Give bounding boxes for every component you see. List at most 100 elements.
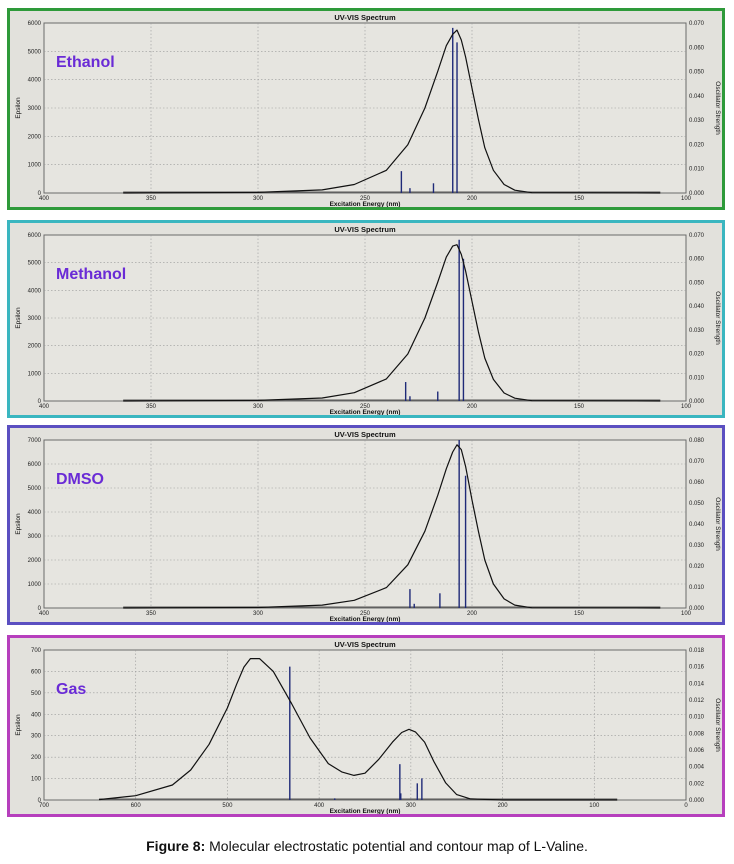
- x-tick-label-0: 250: [360, 196, 371, 202]
- y2-tick-label-3: 0.008: [689, 731, 705, 737]
- x-tick-label-2: 300: [253, 611, 264, 617]
- y-tick-label-3: 100: [31, 777, 42, 783]
- y2-tick-label-0: 0.070: [689, 21, 705, 27]
- y-tick-label-1: 3000: [28, 316, 42, 322]
- spectrum-curve-3: [98, 658, 618, 801]
- x-axis-label-2: Excitation Energy (nm): [330, 616, 401, 622]
- x-tick-label-3: 600: [131, 803, 142, 809]
- x-tick-label-2: 150: [574, 611, 585, 617]
- y-tick-label-1: 2000: [28, 344, 42, 350]
- y-tick-label-2: 4000: [28, 510, 42, 516]
- y2-tick-label-2: 0.020: [689, 564, 705, 570]
- y2-tick-label-0: 0.010: [689, 167, 705, 173]
- spectrum-curve-1: [123, 244, 661, 402]
- solvent-label-1: Methanol: [56, 266, 126, 283]
- chart-title-0: UV-VIS Spectrum: [334, 13, 396, 22]
- x-tick-label-3: 500: [222, 803, 233, 809]
- y-axis-label-3: Epsilon: [15, 714, 22, 736]
- y-tick-label-3: 600: [31, 669, 42, 675]
- x-tick-label-2: 200: [467, 611, 478, 617]
- y-tick-label-0: 0: [38, 191, 42, 197]
- y2-tick-label-3: 0.012: [689, 698, 705, 704]
- y2-tick-label-2: 0.070: [689, 459, 705, 465]
- x-tick-label-2: 350: [146, 611, 157, 617]
- x-tick-label-3: 100: [589, 803, 600, 809]
- x-tick-label-2: 100: [681, 611, 692, 617]
- x-axis-label-0: Excitation Energy (nm): [330, 201, 401, 207]
- caption-label: Figure 8:: [146, 838, 206, 854]
- y2-tick-label-3: 0.004: [689, 765, 705, 771]
- x-tick-label-3: 700: [39, 803, 50, 809]
- y2-tick-label-2: 0.060: [689, 480, 705, 486]
- x-tick-label-1: 400: [39, 404, 50, 410]
- chart-ethanol: 0 1000 2000 3000 4000 5000 6000 0.000 0.010 0.020…: [15, 13, 721, 207]
- panel-ethanol: 0 1000 2000 3000 4000 5000 6000 0.000 0.010 0.020…: [7, 8, 725, 210]
- y2-tick-label-3: 0.016: [689, 665, 705, 671]
- x-tick-label-1: 300: [253, 404, 264, 410]
- y2-tick-label-2: 0.000: [689, 606, 705, 612]
- y2-tick-label-0: 0.060: [689, 45, 705, 51]
- y-axis-label-1: Epsilon: [15, 307, 22, 329]
- chart-title-2: UV-VIS Spectrum: [334, 430, 396, 439]
- y-tick-label-3: 200: [31, 755, 42, 761]
- y2-tick-label-1: 0.060: [689, 257, 705, 263]
- y-tick-label-1: 0: [38, 399, 42, 405]
- x-tick-label-1: 350: [146, 404, 157, 410]
- x-tick-label-1: 250: [360, 404, 371, 410]
- y2-tick-label-1: 0.070: [689, 233, 705, 239]
- chart-title-3: UV-VIS Spectrum: [334, 640, 396, 649]
- y-tick-label-0: 1000: [28, 163, 42, 169]
- y-axis-label-0: Epsilon: [15, 97, 22, 119]
- y2-tick-label-1: 0.020: [689, 352, 705, 358]
- solvent-label-3: Gas: [56, 681, 86, 698]
- caption-text: Molecular electrostatic potential and co…: [209, 838, 588, 854]
- y-tick-label-1: 1000: [28, 371, 42, 377]
- y-tick-label-2: 7000: [28, 438, 42, 444]
- y2-tick-label-1: 0.000: [689, 399, 705, 405]
- y-tick-label-1: 6000: [28, 233, 42, 239]
- x-tick-label-3: 300: [406, 803, 417, 809]
- y2-tick-label-0: 0.020: [689, 142, 705, 148]
- plot-area-1: [43, 234, 687, 402]
- spectrum-curve-0: [123, 29, 661, 194]
- y2-tick-label-3: 0.014: [689, 681, 705, 687]
- y-tick-label-2: 2000: [28, 558, 42, 564]
- y2-tick-label-1: 0.040: [689, 304, 705, 310]
- y2-tick-label-0: 0.040: [689, 94, 705, 100]
- x-axis-label-1: Excitation Energy (nm): [330, 409, 401, 415]
- panel-gas: 0 100 200 300 400 500 600 700 0.000 0.002 0.004 0.0…: [7, 635, 725, 817]
- panel-methanol: 0 1000 2000 3000 4000 5000 6000 0.000 0.010 0.020…: [7, 220, 725, 418]
- y2-axis-label-0: Oscillator Strength: [714, 81, 721, 135]
- y-tick-label-3: 0: [38, 798, 42, 804]
- solvent-label-0: Ethanol: [56, 54, 115, 71]
- x-tick-label-3: 0: [684, 803, 688, 809]
- y2-tick-label-3: 0.010: [689, 715, 705, 721]
- chart-gas: 0 100 200 300 400 500 600 700 0.000 0.002 0.004 0.0…: [15, 640, 721, 814]
- y-axis-label-2: Epsilon: [15, 513, 22, 535]
- x-tick-label-1: 100: [681, 404, 692, 410]
- chart-dmso: 0 1000 2000 3000 4000 5000 6000 7000 0.000 0.010 0…: [15, 430, 721, 622]
- chart-title-1: UV-VIS Spectrum: [334, 225, 396, 234]
- y2-tick-label-1: 0.050: [689, 280, 705, 286]
- x-tick-label-0: 150: [574, 196, 585, 202]
- y2-axis-label-2: Oscillator Strength: [714, 497, 721, 551]
- x-tick-label-1: 150: [574, 404, 585, 410]
- y2-tick-label-1: 0.030: [689, 328, 705, 334]
- x-tick-label-3: 200: [498, 803, 509, 809]
- spectrum-curve-2: [123, 444, 661, 609]
- x-tick-label-3: 400: [314, 803, 325, 809]
- y2-tick-label-2: 0.010: [689, 585, 705, 591]
- y-tick-label-3: 700: [31, 648, 42, 654]
- y-tick-label-2: 0: [38, 606, 42, 612]
- y-tick-label-0: 6000: [28, 21, 42, 27]
- y-tick-label-0: 5000: [28, 49, 42, 55]
- x-tick-label-2: 400: [39, 611, 50, 617]
- x-axis-label-3: Excitation Energy (nm): [330, 808, 401, 814]
- y2-tick-label-0: 0.000: [689, 191, 705, 197]
- y2-tick-label-2: 0.080: [689, 438, 705, 444]
- x-tick-label-1: 200: [467, 404, 478, 410]
- y-tick-label-0: 2000: [28, 134, 42, 140]
- y-tick-label-0: 3000: [28, 106, 42, 112]
- y-tick-label-1: 4000: [28, 288, 42, 294]
- y2-tick-label-3: 0.002: [689, 781, 705, 787]
